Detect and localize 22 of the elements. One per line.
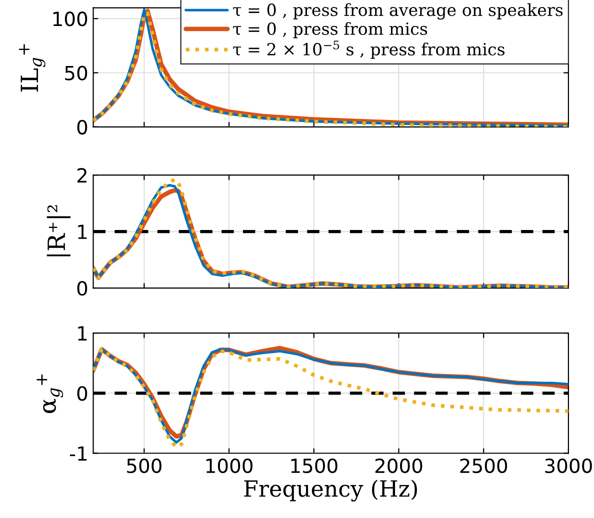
y-tick-label: 0 bbox=[77, 386, 88, 401]
y-tick-label: 50 bbox=[65, 66, 88, 80]
x-tick-label: 1500 bbox=[291, 458, 338, 474]
y-tick-label: 0 bbox=[77, 120, 88, 135]
legend-label: τ = 2 × 10$^{−5}$ s , press from mics bbox=[233, 40, 505, 59]
x-tick-label: 2000 bbox=[375, 458, 422, 474]
y-axis-title: α$_{g}$$^{+}$ bbox=[36, 374, 64, 413]
y-axis-title: |R⁺|² bbox=[46, 205, 70, 256]
y-tick-label: 2 bbox=[77, 168, 86, 182]
y-tick-label: 100 bbox=[53, 12, 88, 26]
y-tick-label: -1 bbox=[70, 446, 87, 461]
y-tick-label: 1 bbox=[78, 224, 87, 239]
y-tick-label: 1 bbox=[78, 326, 87, 340]
x-tick-label: 3000 bbox=[545, 458, 592, 474]
x-axis-title: Frequency (Hz) bbox=[244, 480, 417, 502]
legend-label: τ = 0 , press from mics bbox=[233, 22, 428, 38]
y-axis-title: IL$_{g}$$^{+}$ bbox=[19, 44, 46, 92]
legend-label: τ = 0 , press from average on speakers bbox=[233, 3, 563, 20]
x-tick-label: 2500 bbox=[460, 458, 508, 474]
y-tick-label: 0 bbox=[77, 280, 88, 296]
x-tick-label: 500 bbox=[127, 458, 162, 474]
x-tick-label: 1000 bbox=[206, 458, 252, 474]
